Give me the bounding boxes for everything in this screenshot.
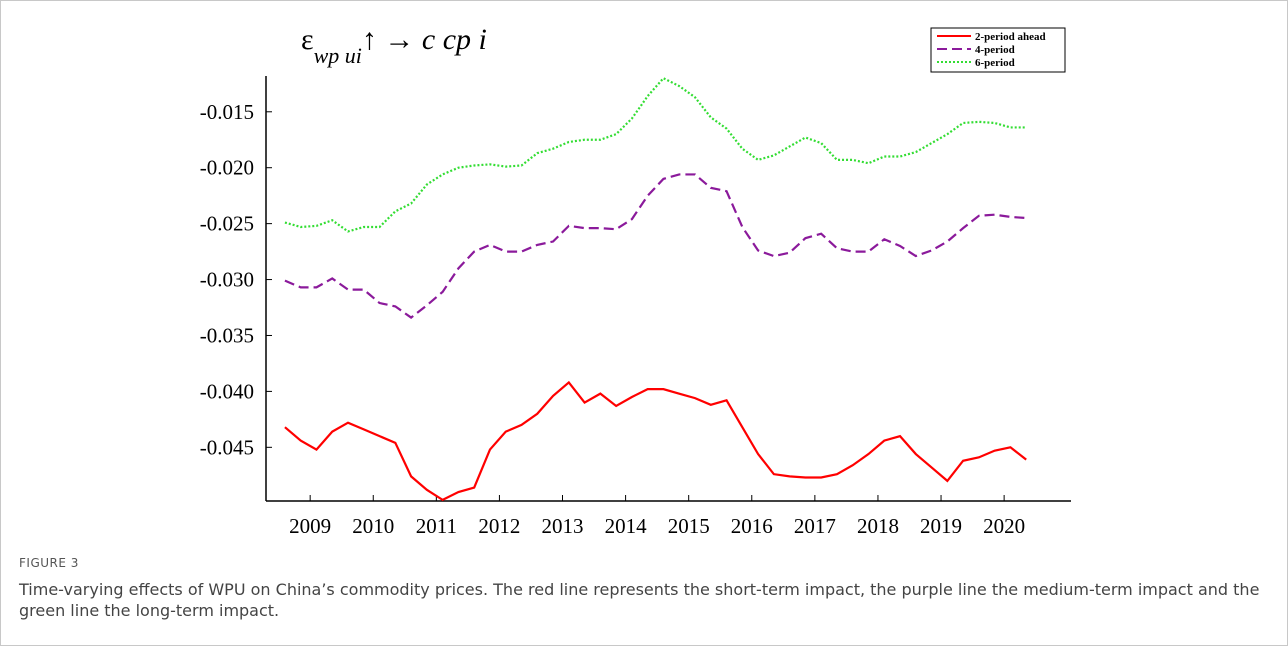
x-tick-label: 2020 [983, 514, 1025, 538]
annotation-symbol: ε [301, 23, 314, 56]
x-tick-label: 2011 [416, 514, 457, 538]
x-tick-label: 2015 [668, 514, 710, 538]
annotation-subscript: wp ui [314, 43, 362, 68]
annotation-rest: ↑ → c cp i [362, 23, 487, 56]
y-tick-label: -0.015 [200, 100, 254, 124]
caption: Time-varying effects of WPU on China’s c… [19, 580, 1260, 620]
series-line [284, 173, 1027, 319]
legend-label: 2-period ahead [975, 31, 1046, 43]
x-tick-label: 2013 [542, 514, 584, 538]
legend-label: 6-period [975, 57, 1015, 69]
y-tick-label: -0.030 [200, 268, 254, 292]
y-tick-label: -0.035 [200, 323, 254, 347]
y-tick-label: -0.040 [200, 379, 254, 403]
x-tick-label: 2012 [478, 514, 520, 538]
x-tick-label: 2014 [605, 514, 648, 538]
chart: εwp ui↑ → c cp i -0.015 -0.020 -0.025 -0.03… [200, 23, 1071, 538]
series-line [284, 76, 1027, 233]
y-tick-label: -0.020 [200, 156, 254, 180]
x-tick-label: 2019 [920, 514, 962, 538]
x-tick-label: 2017 [794, 514, 836, 538]
x-tick-label: 2009 [289, 514, 331, 538]
x-tick-label: 2016 [731, 514, 773, 538]
y-tick-label: -0.025 [200, 212, 254, 236]
legend-label: 4-period [975, 44, 1015, 56]
x-tick-label: 2018 [857, 514, 899, 538]
y-tick-label: -0.045 [200, 435, 254, 459]
x-tick-label: 2010 [352, 514, 394, 538]
figure-label: FIGURE 3 [19, 556, 79, 570]
annotation: εwp ui↑ → c cp i [301, 23, 487, 68]
series-line [284, 380, 1027, 502]
